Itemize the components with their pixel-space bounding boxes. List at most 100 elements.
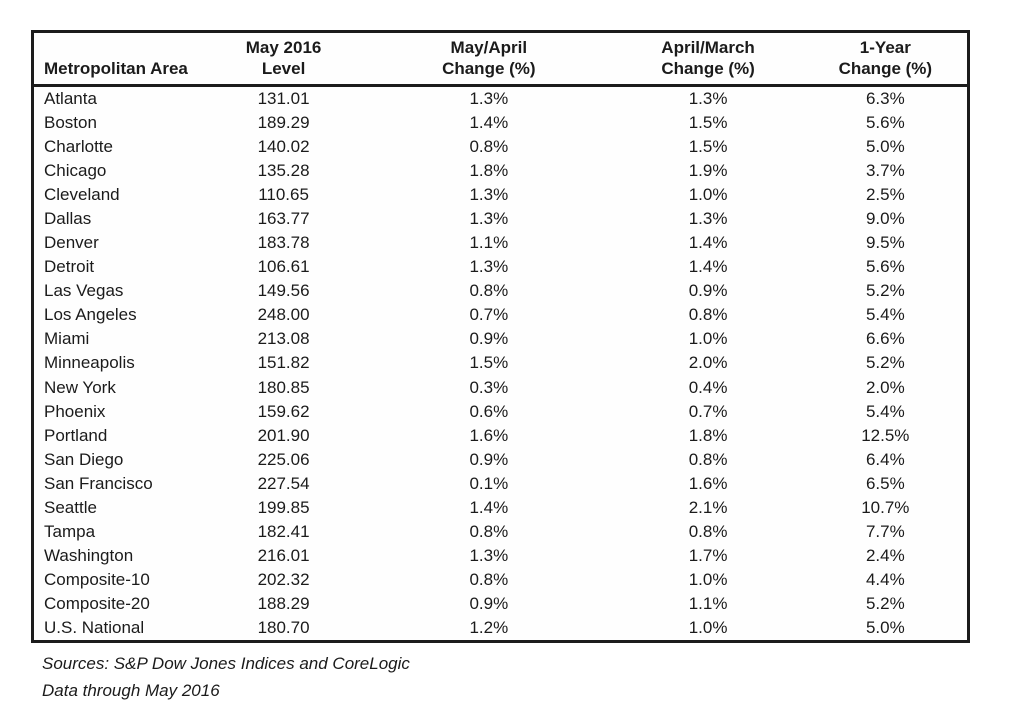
- column-header-metropolitan-area: Metropolitan Area: [34, 37, 202, 84]
- cell-april-march-change: 1.5%: [688, 137, 728, 157]
- cell-may-april-change: 0.8%: [469, 137, 509, 157]
- cell-may-april-change: 0.7%: [469, 305, 509, 325]
- cell-may-april-change: 1.3%: [469, 89, 509, 109]
- table-row: San Diego 225.06 0.9% 0.8% 6.4%: [34, 448, 967, 472]
- cell-area: Atlanta: [44, 89, 97, 109]
- table-row: Cleveland 110.65 1.3% 1.0% 2.5%: [34, 183, 967, 207]
- table-row: Atlanta 131.01 1.3% 1.3% 6.3%: [34, 87, 967, 111]
- cell-may-april-change: 1.2%: [469, 617, 509, 637]
- cell-april-march-change: 1.6%: [688, 473, 728, 493]
- cell-april-march-change: 2.0%: [688, 353, 728, 373]
- cell-april-march-change: 1.5%: [688, 113, 728, 133]
- cell-april-march-change: 0.8%: [688, 449, 728, 469]
- cell-one-year-change: 9.0%: [865, 209, 905, 229]
- cell-area: Los Angeles: [44, 305, 137, 325]
- cell-one-year-change: 2.0%: [865, 377, 905, 397]
- cell-may-april-change: 0.8%: [469, 569, 509, 589]
- cell-level: 227.54: [257, 473, 310, 493]
- cell-area: Miami: [44, 329, 90, 349]
- table-row: Dallas 163.77 1.3% 1.3% 9.0%: [34, 207, 967, 231]
- cell-april-march-change: 1.1%: [688, 593, 728, 613]
- cell-may-april-change: 0.8%: [469, 521, 509, 541]
- sources-note: Sources: S&P Dow Jones Indices and CoreL…: [42, 654, 410, 673]
- column-header-april-march-change: April/March Change (%): [612, 37, 803, 84]
- cell-may-april-change: 1.3%: [469, 185, 509, 205]
- table-row: Las Vegas 149.56 0.8% 0.9% 5.2%: [34, 279, 967, 303]
- cell-level: 225.06: [257, 449, 310, 469]
- column-header-line1: 1-Year: [859, 38, 911, 57]
- cell-april-march-change: 2.1%: [688, 497, 728, 517]
- cell-area: San Francisco: [44, 473, 153, 493]
- cell-area: Composite-20: [44, 593, 150, 613]
- cell-area: Detroit: [44, 257, 95, 277]
- cell-level: 248.00: [257, 305, 310, 325]
- cell-level: 182.41: [257, 521, 310, 541]
- cell-area: New York: [44, 377, 116, 397]
- table-row: U.S. National 180.70 1.2% 1.0% 5.0%: [34, 616, 967, 640]
- cell-one-year-change: 12.5%: [861, 425, 910, 445]
- cell-april-march-change: 0.8%: [688, 521, 728, 541]
- column-header-1-year-change: 1-Year Change (%): [804, 37, 967, 84]
- cell-one-year-change: 4.4%: [865, 569, 905, 589]
- cell-level: 188.29: [257, 593, 310, 613]
- cell-level: 180.85: [257, 377, 310, 397]
- cell-april-march-change: 1.0%: [688, 329, 728, 349]
- cell-may-april-change: 1.8%: [469, 161, 509, 181]
- cell-area: Seattle: [44, 497, 97, 517]
- cell-area: Phoenix: [44, 401, 106, 421]
- column-header-line2: Change (%): [838, 59, 933, 78]
- table-row: Los Angeles 248.00 0.7% 0.8% 5.4%: [34, 303, 967, 327]
- cell-one-year-change: 7.7%: [865, 521, 905, 541]
- table-row: Portland 201.90 1.6% 1.8% 12.5%: [34, 424, 967, 448]
- column-header-line2: Level: [261, 59, 306, 78]
- cell-one-year-change: 6.4%: [865, 449, 905, 469]
- table-row: Tampa 182.41 0.8% 0.8% 7.7%: [34, 520, 967, 544]
- table-row: Chicago 135.28 1.8% 1.9% 3.7%: [34, 159, 967, 183]
- cell-april-march-change: 0.4%: [688, 377, 728, 397]
- table-row: Composite-20 188.29 0.9% 1.1% 5.2%: [34, 592, 967, 616]
- cell-april-march-change: 1.9%: [688, 161, 728, 181]
- cell-level: 140.02: [257, 137, 310, 157]
- cell-level: 135.28: [257, 161, 310, 181]
- cell-area: Composite-10: [44, 569, 150, 589]
- cell-april-march-change: 1.7%: [688, 545, 728, 565]
- cell-april-march-change: 0.7%: [688, 401, 728, 421]
- cell-one-year-change: 9.5%: [865, 233, 905, 253]
- cell-level: 199.85: [257, 497, 310, 517]
- column-header-may-2016-level: May 2016 Level: [202, 37, 365, 84]
- cell-one-year-change: 2.4%: [865, 545, 905, 565]
- cell-one-year-change: 3.7%: [865, 161, 905, 181]
- cell-level: 201.90: [257, 425, 310, 445]
- cell-one-year-change: 10.7%: [861, 497, 910, 517]
- cell-may-april-change: 1.5%: [469, 353, 509, 373]
- cell-april-march-change: 1.0%: [688, 569, 728, 589]
- cell-april-march-change: 0.8%: [688, 305, 728, 325]
- home-price-index-table: Metropolitan Area May 2016 Level May/Apr…: [31, 30, 970, 643]
- table-footnotes: Sources: S&P Dow Jones Indices and CoreL…: [42, 650, 410, 704]
- column-header-line1: April/March: [661, 38, 755, 57]
- cell-level: 149.56: [257, 281, 310, 301]
- table-row: Miami 213.08 0.9% 1.0% 6.6%: [34, 327, 967, 351]
- table-row: San Francisco 227.54 0.1% 1.6% 6.5%: [34, 472, 967, 496]
- column-header-line1: May/April: [450, 38, 528, 57]
- table-row: Denver 183.78 1.1% 1.4% 9.5%: [34, 231, 967, 255]
- cell-level: 131.01: [257, 89, 310, 109]
- cell-area: Boston: [44, 113, 97, 133]
- cell-april-march-change: 1.3%: [688, 209, 728, 229]
- cell-one-year-change: 6.5%: [865, 473, 905, 493]
- table-body: Atlanta 131.01 1.3% 1.3% 6.3% Boston 189.29 1.4…: [34, 87, 967, 640]
- cell-area: Charlotte: [44, 137, 113, 157]
- cell-may-april-change: 0.6%: [469, 401, 509, 421]
- cell-level: 202.32: [257, 569, 310, 589]
- column-header-line2: Metropolitan Area: [44, 59, 188, 78]
- cell-one-year-change: 5.0%: [865, 137, 905, 157]
- cell-area: Las Vegas: [44, 281, 124, 301]
- cell-april-march-change: 0.9%: [688, 281, 728, 301]
- cell-may-april-change: 1.4%: [469, 497, 509, 517]
- cell-area: Cleveland: [44, 185, 120, 205]
- cell-april-march-change: 1.0%: [688, 185, 728, 205]
- table-header-row: Metropolitan Area May 2016 Level May/Apr…: [34, 33, 967, 87]
- cell-may-april-change: 0.9%: [469, 449, 509, 469]
- cell-one-year-change: 2.5%: [865, 185, 905, 205]
- cell-area: Denver: [44, 233, 99, 253]
